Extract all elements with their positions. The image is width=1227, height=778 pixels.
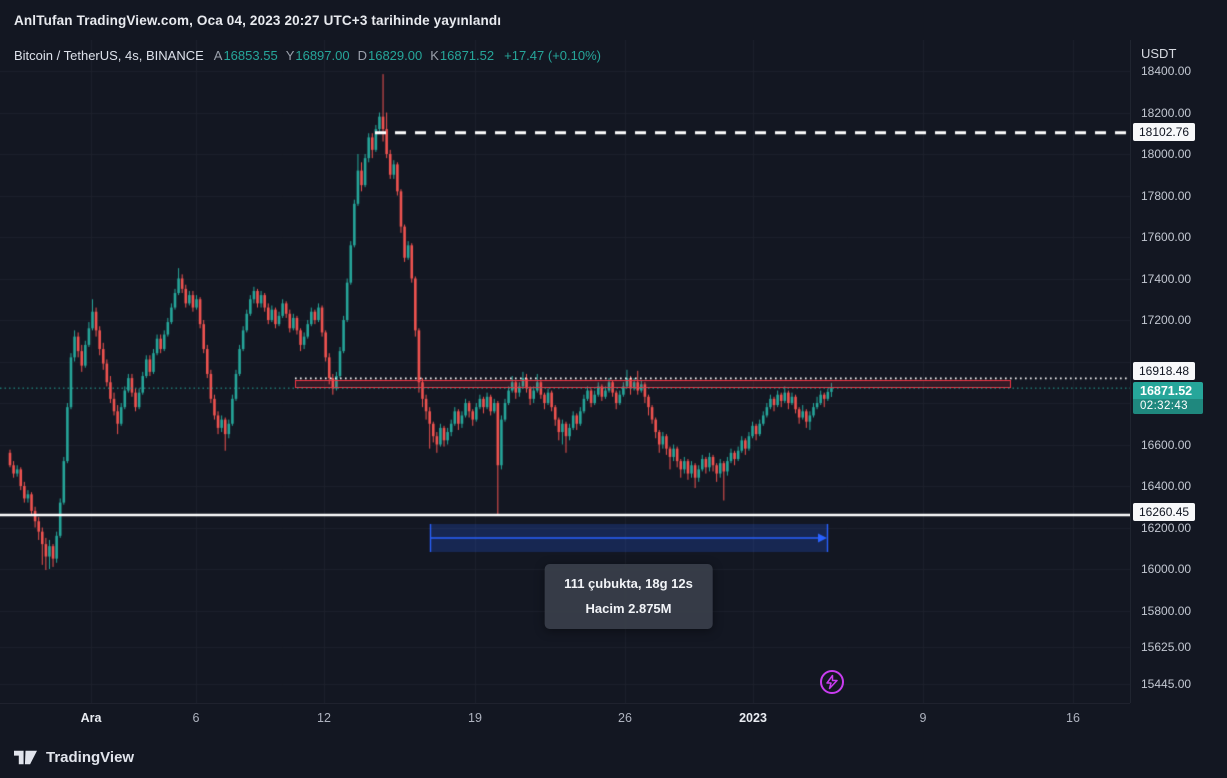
ohlc-field-label: A: [213, 48, 223, 63]
time-axis-tick: 12: [317, 711, 331, 725]
price-axis-tick: 18200.00: [1141, 105, 1192, 120]
price-axis-tick: 18400.00: [1141, 64, 1192, 78]
time-axis-tick: 6: [192, 711, 200, 725]
ohlc-values: A 16853.55 Y 16897.00 D 16829.00 K 16871.52: [214, 48, 494, 63]
price-axis-tick: 15445.00: [1141, 677, 1192, 692]
measure-bars-duration: 111 çubukta, 18g 12s: [564, 576, 693, 591]
last-price-value: 16871.52: [1140, 384, 1193, 399]
lightning-icon: [826, 674, 838, 690]
bar-countdown: 02:32:43: [1133, 399, 1203, 415]
symbol-title[interactable]: Bitcoin / TetherUS, 4s, BINANCE: [14, 48, 204, 63]
tradingview-logo-icon: [14, 750, 37, 764]
price-axis-tick: 18000.00: [1141, 147, 1192, 161]
price-label-text: 16918.48: [1139, 364, 1190, 379]
ohlc-field-label: D: [357, 48, 367, 63]
price-label-dotted-level: 16918.48: [1133, 362, 1196, 381]
attribution-text: AnlTufan TradingView.com, Oca 04, 2023 2…: [14, 12, 502, 28]
time-axis-tick: 9: [919, 711, 927, 725]
time-axis-tick: 26: [618, 711, 632, 725]
time-axis-tick: 2023: [739, 711, 767, 725]
price-label-text: 18102.76: [1139, 124, 1190, 139]
ohlc-field-label: Y: [285, 48, 295, 63]
ohlc-field-value: 16871.52: [439, 48, 495, 63]
time-axis-tick: 19: [468, 711, 482, 725]
price-label-text: 16260.45: [1139, 504, 1190, 519]
ohlc-field-value: 16897.00: [295, 48, 350, 63]
chart-pane[interactable]: Bitcoin / TetherUS, 4s, BINANCE A 16853.5…: [0, 40, 1130, 703]
change-value: +17.47 (+0.10%): [504, 48, 601, 63]
footer-bar: TradingView: [0, 736, 1227, 778]
price-label-dashed-level: 18102.76: [1133, 122, 1196, 141]
price-label-solid-level: 16260.45: [1133, 502, 1196, 521]
price-axis-tick: 15800.00: [1141, 603, 1192, 618]
price-axis[interactable]: USDT 18102.76 16918.48 16871.52 02:32:43…: [1130, 40, 1227, 703]
price-axis-tick: 17800.00: [1141, 188, 1192, 203]
publication-lightning-marker[interactable]: [820, 670, 844, 694]
measure-volume: Hacim 2.875M: [585, 600, 672, 616]
measure-tooltip: 111 çubukta, 18g 12s Hacim 2.875M: [544, 564, 713, 630]
ohlc-field-value: 16829.00: [367, 48, 423, 63]
time-axis[interactable]: Ara 6 12 19 26 2023 9 16: [0, 703, 1130, 737]
price-axis-tick: 17200.00: [1141, 313, 1192, 327]
last-price-label: 16871.52 02:32:43: [1133, 382, 1203, 415]
ohlc-field-value: 16853.55: [223, 48, 278, 63]
price-axis-tick: 16400.00: [1141, 479, 1192, 493]
time-axis-tick: 16: [1066, 711, 1080, 725]
price-axis-tick: 17600.00: [1141, 230, 1192, 244]
price-axis-tick: 16600.00: [1141, 437, 1192, 452]
price-axis-tick: 15625.00: [1141, 639, 1192, 654]
time-axis-tick: Ara: [80, 711, 102, 725]
attribution-bar: AnlTufan TradingView.com, Oca 04, 2023 2…: [0, 0, 1227, 40]
tradingview-brand-text: TradingView: [46, 748, 135, 766]
tradingview-brand-link[interactable]: TradingView: [12, 746, 134, 769]
price-axis-tick: 16200.00: [1141, 520, 1192, 535]
ohlc-field-label: K: [430, 48, 439, 63]
currency-label: USDT: [1141, 46, 1177, 61]
price-axis-tick: 17400.00: [1141, 271, 1192, 286]
chart-legend: Bitcoin / TetherUS, 4s, BINANCE A 16853.5…: [14, 48, 601, 63]
price-axis-tick: 16000.00: [1141, 562, 1192, 576]
